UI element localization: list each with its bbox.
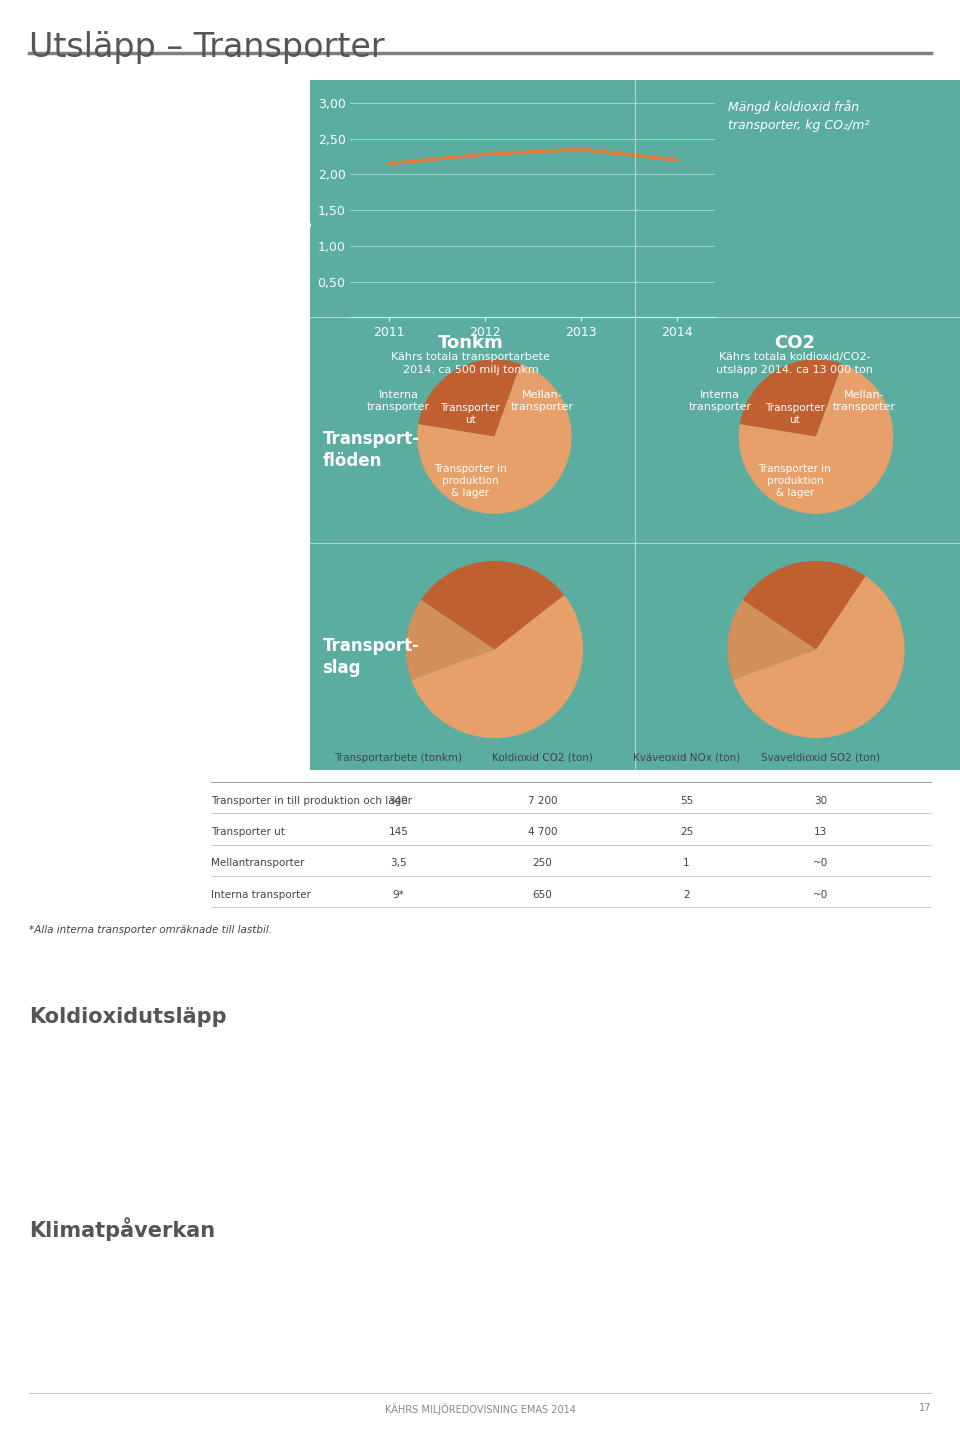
Wedge shape (742, 562, 866, 649)
Text: Transport-
flöden: Transport- flöden (323, 430, 420, 470)
Text: Transporter in
produktion
& lager: Transporter in produktion & lager (758, 464, 831, 497)
Text: Koldioxidutsläpp: Koldioxidutsläpp (29, 1007, 227, 1027)
Wedge shape (418, 364, 571, 513)
Text: Mellantransporter: Mellantransporter (211, 859, 304, 869)
Y-axis label: Kg CO₂/m²: Kg CO₂/m² (299, 170, 312, 236)
Text: 650: 650 (533, 890, 552, 900)
Text: Mellan-
transporter: Mellan- transporter (832, 390, 896, 412)
Text: Mellan-
transporter: Mellan- transporter (511, 390, 574, 412)
Text: 3,5: 3,5 (390, 859, 407, 869)
Text: Transporter
ut: Transporter ut (441, 403, 500, 424)
Text: 2: 2 (684, 890, 689, 900)
Text: Koldioxid CO2 (ton): Koldioxid CO2 (ton) (492, 753, 593, 763)
Text: 9*: 9* (393, 890, 404, 900)
Text: ~0: ~0 (813, 890, 828, 900)
Wedge shape (740, 360, 842, 437)
Text: Kährs totala transportarbete
2014. ca 500 milj tonkm: Kährs totala transportarbete 2014. ca 50… (391, 352, 550, 374)
Text: 340: 340 (389, 796, 408, 806)
Text: 4 700: 4 700 (528, 827, 557, 837)
Wedge shape (406, 600, 494, 680)
Text: Transportarbete (tonkm): Transportarbete (tonkm) (334, 753, 463, 763)
Wedge shape (728, 600, 816, 680)
Text: 145: 145 (389, 827, 408, 837)
Text: CO2: CO2 (775, 334, 815, 353)
Text: 55: 55 (680, 796, 693, 806)
Text: Transporter in till produktion och lager: Transporter in till produktion och lager (211, 796, 412, 806)
Text: 1: 1 (684, 859, 689, 869)
Wedge shape (732, 576, 904, 737)
Wedge shape (739, 364, 893, 513)
Text: Interna
transporter: Interna transporter (688, 390, 752, 412)
Text: 7 200: 7 200 (528, 796, 557, 806)
Text: 250: 250 (533, 859, 552, 869)
Text: Interna transporter: Interna transporter (211, 890, 311, 900)
Text: Transport-
slag: Transport- slag (323, 637, 420, 677)
Text: 17: 17 (919, 1403, 931, 1413)
Text: Kväveoxid NOx (ton): Kväveoxid NOx (ton) (633, 753, 740, 763)
Text: 25: 25 (680, 827, 693, 837)
Text: Utsläpp – Transporter: Utsläpp – Transporter (29, 31, 384, 64)
Text: ~0: ~0 (813, 859, 828, 869)
Text: Svaveldioxid SO2 (ton): Svaveldioxid SO2 (ton) (761, 753, 880, 763)
Text: 13: 13 (814, 827, 828, 837)
Text: Mängd koldioxid från
transporter, kg CO₂/m²: Mängd koldioxid från transporter, kg CO₂… (728, 100, 869, 131)
Wedge shape (419, 360, 520, 437)
Text: 30: 30 (814, 796, 828, 806)
Text: Interna
transporter: Interna transporter (367, 390, 430, 412)
Wedge shape (411, 594, 583, 737)
Text: Klimatpåverkan: Klimatpåverkan (29, 1218, 215, 1242)
Text: Transporter
ut: Transporter ut (765, 403, 825, 424)
Text: Transporter ut: Transporter ut (211, 827, 285, 837)
Text: Kährs totala koldioxid/CO2-
utsläpp 2014. ca 13 000 ton: Kährs totala koldioxid/CO2- utsläpp 2014… (716, 352, 874, 374)
Text: Transporter in
produktion
& lager: Transporter in produktion & lager (434, 464, 507, 497)
Text: KÄHRS MILJÖREDOVISNING EMAS 2014: KÄHRS MILJÖREDOVISNING EMAS 2014 (385, 1403, 575, 1415)
Wedge shape (420, 562, 564, 649)
Text: Tonkm: Tonkm (438, 334, 503, 353)
Text: *Alla interna transporter omräknade till lastbil.: *Alla interna transporter omräknade till… (29, 925, 272, 935)
